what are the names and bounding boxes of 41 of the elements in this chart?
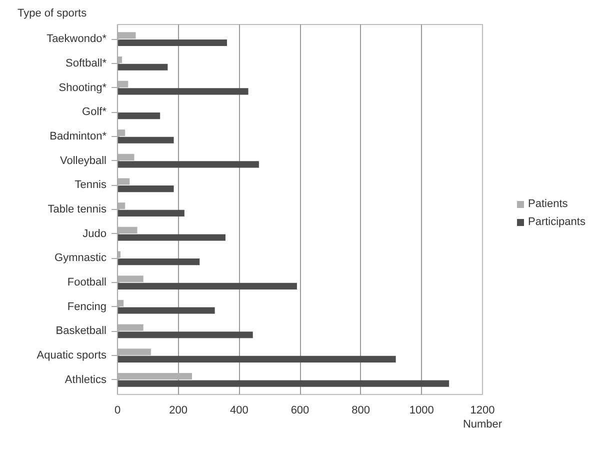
bar — [118, 64, 168, 70]
bar — [118, 186, 174, 192]
x-axis-title: Number — [462, 418, 502, 430]
bar — [118, 307, 215, 314]
bar — [118, 39, 227, 46]
bar — [118, 210, 184, 216]
x-tick-label: 200 — [169, 404, 188, 416]
y-tick-label: Judo — [82, 228, 107, 240]
y-tick-label: Softball* — [66, 57, 108, 70]
x-tick-label: 600 — [290, 404, 310, 416]
y-tick-label: Taekwondo* — [46, 33, 108, 46]
y-tick-label: Badminton* — [50, 130, 108, 142]
y-tick-label: Golf* — [82, 106, 108, 118]
x-tick-label: 1000 — [409, 404, 434, 416]
y-tick-label: Football — [67, 276, 107, 289]
y-tick-label: Aquatic sports — [36, 350, 107, 362]
y-tick-label: Basketball — [56, 325, 107, 338]
legend-label: Patients — [528, 197, 568, 212]
bar — [118, 380, 450, 387]
y-axis-title: Type of sports — [18, 8, 88, 20]
x-tick-label: 1200 — [470, 404, 495, 416]
y-tick-label: Fencing — [67, 300, 107, 313]
bar — [118, 282, 297, 290]
legend-label: Participants — [528, 214, 586, 230]
bar — [118, 136, 174, 144]
bar — [118, 258, 200, 266]
y-tick-label: Athletics — [64, 374, 107, 386]
bar — [118, 112, 160, 120]
x-tick-label: 400 — [230, 404, 248, 416]
bar — [118, 356, 396, 362]
y-tick-label: Gymnastic — [54, 252, 107, 264]
y-tick-label: Table tennis — [48, 204, 107, 216]
bar — [118, 88, 248, 95]
bar — [118, 332, 253, 338]
y-tick-label: Shooting* — [58, 82, 108, 94]
y-tick-label: Tennis — [74, 179, 107, 192]
x-tick-label: 0 — [114, 404, 121, 416]
x-tick-label: 800 — [352, 404, 370, 416]
bar — [118, 161, 259, 168]
bar — [118, 234, 226, 241]
y-tick-label: Volleyball — [60, 154, 107, 167]
